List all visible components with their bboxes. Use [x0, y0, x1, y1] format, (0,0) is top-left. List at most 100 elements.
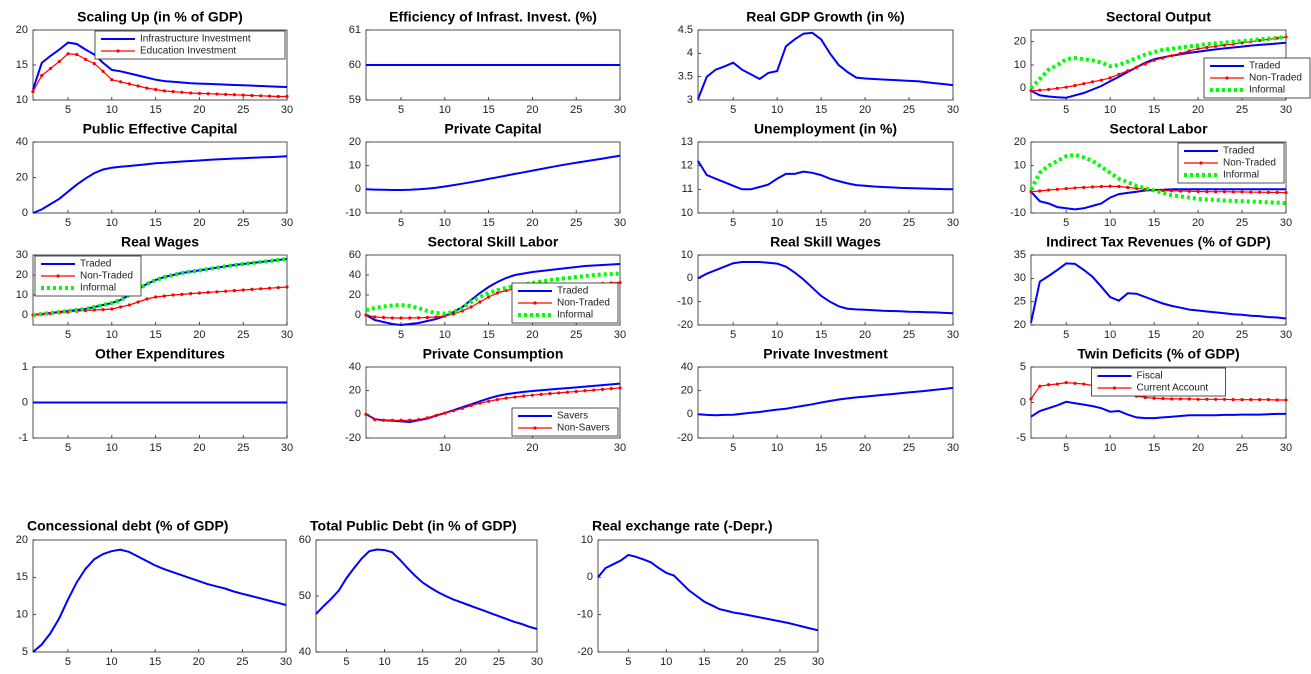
- legend-label: Non-Traded: [557, 298, 610, 309]
- data-point: [1055, 187, 1059, 191]
- data-point: [1117, 184, 1121, 189]
- y-tick-label: 20: [349, 385, 361, 397]
- y-tick-label: 0: [22, 396, 28, 408]
- data-point: [1266, 398, 1271, 402]
- data-point: [145, 86, 149, 90]
- data-point: [364, 412, 368, 416]
- legend-label: Savers: [557, 411, 588, 422]
- panel: Unemployment (in %) 10 11 12 13 5 10 15 20 25 30: [681, 121, 959, 229]
- data-point: [101, 308, 105, 312]
- series-line: [1029, 152, 1287, 206]
- data-point: [48, 66, 53, 71]
- data-point: [1073, 83, 1077, 88]
- data-point: [583, 389, 587, 393]
- series-line: [1030, 262, 1287, 323]
- legend-label: Informal: [557, 310, 593, 321]
- data-point: [451, 312, 456, 316]
- y-tick-label: -5: [1016, 432, 1026, 444]
- y-tick-label: 20: [681, 385, 693, 397]
- data-point: [1090, 185, 1095, 189]
- x-tick-label: 25: [493, 656, 505, 668]
- data-point: [1134, 65, 1139, 69]
- y-tick-label: 20: [349, 289, 361, 301]
- x-tick-label: 15: [815, 329, 827, 341]
- legend-marker: [1225, 76, 1229, 80]
- data-point: [1196, 189, 1200, 194]
- data-point: [1196, 47, 1200, 51]
- data-point: [40, 73, 44, 78]
- data-point: [618, 386, 622, 390]
- series-line: [365, 271, 621, 316]
- y-tick-label: -10: [677, 296, 693, 308]
- data-point: [1029, 397, 1033, 401]
- x-tick-label: 30: [614, 104, 626, 116]
- x-tick-label: 30: [947, 217, 959, 229]
- x-tick-label: 15: [149, 104, 161, 116]
- x-tick-label: 15: [1148, 217, 1160, 229]
- data-point: [110, 78, 114, 82]
- y-tick-label: 59: [349, 94, 361, 106]
- y-tick-label: 15: [16, 59, 28, 71]
- data-point: [425, 315, 429, 320]
- y-tick-label: 10: [1014, 59, 1026, 71]
- data-point: [381, 315, 386, 320]
- axes-box: [315, 539, 538, 653]
- x-tick-label: 10: [378, 656, 390, 668]
- data-point: [215, 290, 219, 294]
- x-tick-label: 30: [947, 104, 959, 116]
- chart-title: Concessional debt (% of GDP): [27, 518, 228, 534]
- x-tick-label: 15: [482, 104, 494, 116]
- legend-marker: [56, 274, 60, 278]
- data-point: [1284, 398, 1288, 402]
- data-point: [232, 93, 237, 97]
- y-tick-label: 10: [16, 94, 28, 106]
- x-tick-label: 10: [771, 329, 783, 341]
- y-tick-label: 40: [16, 136, 28, 148]
- chart-title: Real exchange rate (-Depr.): [592, 518, 773, 534]
- data-point: [31, 90, 35, 94]
- y-tick-label: 60: [349, 249, 361, 261]
- x-tick-label: 15: [698, 656, 710, 668]
- panel: Private Capital -10 0 10 20 5 10 15 20 25 30: [345, 121, 626, 229]
- x-tick-label: 10: [106, 329, 118, 341]
- x-tick-label: 30: [531, 656, 543, 668]
- data-point: [197, 291, 202, 295]
- y-tick-label: -20: [677, 432, 693, 444]
- axes-box: [32, 539, 287, 653]
- y-tick-label: 10: [1014, 160, 1026, 172]
- data-point: [487, 399, 491, 403]
- series-line: [365, 154, 621, 191]
- y-tick-label: 3.5: [678, 71, 693, 83]
- x-tick-label: 15: [149, 656, 161, 668]
- y-tick-label: 30: [1014, 272, 1026, 284]
- x-tick-label: 20: [526, 104, 538, 116]
- chart-title: Scaling Up (in % of GDP): [77, 9, 243, 25]
- x-tick-label: 20: [526, 329, 538, 341]
- data-point: [1046, 383, 1051, 387]
- legend-label: Infrastructure Investment: [140, 34, 251, 45]
- data-point: [1161, 188, 1165, 193]
- x-tick-label: 15: [1148, 442, 1160, 454]
- x-tick-label: 15: [149, 329, 161, 341]
- x-tick-label: 25: [570, 329, 582, 341]
- x-tick-label: 5: [398, 329, 404, 341]
- data-point: [1126, 185, 1130, 190]
- data-point: [83, 57, 88, 62]
- data-point: [399, 316, 403, 320]
- x-tick-label: 30: [614, 217, 626, 229]
- data-point: [434, 315, 438, 319]
- data-point: [1187, 49, 1191, 53]
- data-point: [57, 59, 61, 64]
- x-tick-label: 20: [455, 656, 467, 668]
- legend-label: Informal: [1223, 170, 1259, 181]
- x-tick-label: 15: [815, 104, 827, 116]
- y-tick-label: 61: [349, 24, 361, 36]
- data-point: [1161, 396, 1165, 401]
- y-tick-label: 1: [22, 361, 28, 373]
- legend-box: [1091, 367, 1226, 397]
- data-point: [285, 285, 289, 289]
- x-tick-label: 20: [193, 329, 205, 341]
